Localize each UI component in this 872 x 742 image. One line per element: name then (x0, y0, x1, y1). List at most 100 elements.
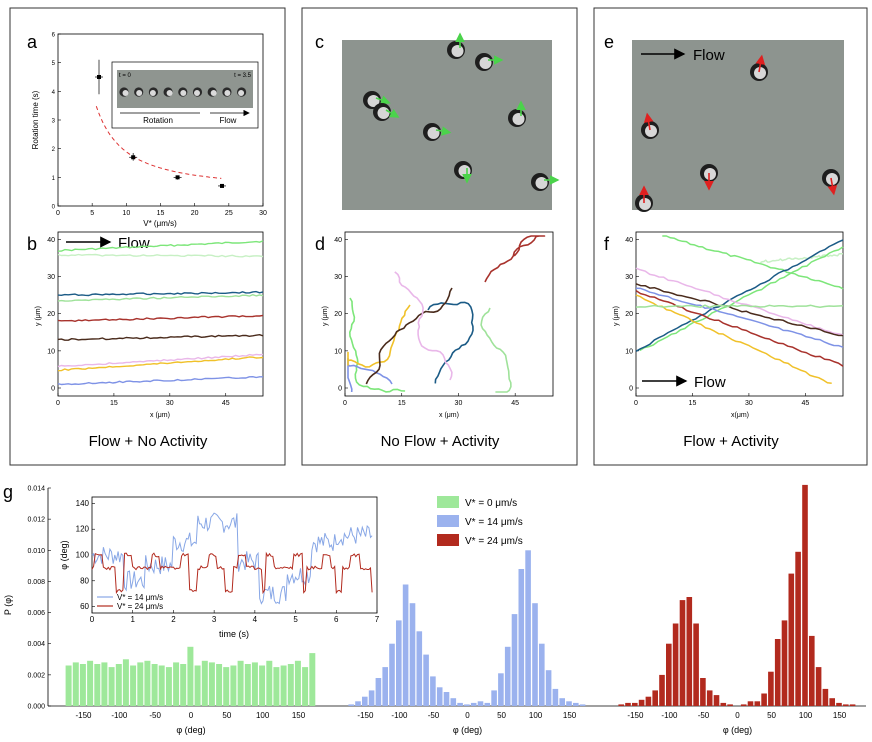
histogram-bar (484, 702, 491, 706)
panel-d-yticks: 0 10 20 30 40 (334, 237, 348, 393)
legend-label: V* = 0 μm/s (465, 498, 517, 509)
histogram-bar (423, 654, 429, 706)
panel-ef-frame (593, 7, 868, 466)
histogram-bar (237, 660, 244, 706)
histogram-bar (409, 603, 416, 706)
panel-f-ylabel: y (μm) (613, 306, 620, 326)
x-tick-label: 0 (189, 711, 194, 720)
direction-arrow (643, 112, 654, 131)
histogram-bar (573, 702, 579, 706)
trajectory (347, 304, 411, 368)
histogram-bar (130, 665, 137, 706)
cell-highlight (479, 57, 492, 69)
legend-swatch (437, 496, 459, 508)
trajectory (639, 246, 844, 352)
x-tick-label: -150 (75, 711, 92, 720)
histogram-bar (781, 620, 788, 706)
histogram-bar (287, 664, 294, 706)
histogram-bar (477, 701, 484, 706)
histogram-bar (416, 631, 423, 706)
x-tick-label: -100 (111, 711, 128, 720)
x-tick-label: 50 (497, 711, 506, 720)
x-tick-label: 30 (166, 400, 174, 407)
panel-b-xticks: 0 15 30 45 (56, 393, 230, 407)
panel-g-inset-yticks: 60 80 100 120 140 (76, 499, 95, 611)
trajectory (635, 289, 844, 367)
histogram-bar (201, 660, 208, 706)
x-tick-label: 0 (634, 400, 638, 407)
histogram-bar (843, 704, 849, 706)
trajectory (57, 376, 263, 386)
x-tick-label: -50 (428, 711, 440, 720)
trajectory (484, 235, 546, 283)
cell-highlight (645, 125, 657, 137)
histogram-bar (836, 702, 842, 706)
histogram-bars (65, 484, 856, 706)
x-tick-label: 3 (212, 615, 217, 624)
y-tick-label: 0.002 (27, 672, 45, 679)
data-point (131, 155, 136, 160)
x-tick-label: 15 (398, 400, 406, 407)
cell-highlight (704, 168, 716, 180)
histogram-bar (223, 667, 230, 706)
histogram-bar (632, 702, 638, 706)
panel-c-cells (363, 32, 560, 191)
y-tick-label: 1 (52, 176, 56, 182)
y-tick-label: 30 (47, 274, 55, 281)
x-tick-label: 2 (171, 615, 176, 624)
inset-cell-highlight (210, 90, 217, 96)
histogram-bar (450, 698, 457, 706)
inset-legend-label-24: V* = 24 μm/s (117, 602, 163, 611)
panel-d-trajectories (347, 235, 546, 393)
y-tick-label: 40 (47, 237, 55, 244)
inset-cell-highlight (224, 90, 231, 96)
trajectory (635, 239, 844, 352)
trajectory (57, 353, 264, 368)
histogram-bar (645, 696, 652, 706)
panel-f-trajectories (635, 235, 844, 384)
panel-d-xlabel: x (μm) (439, 412, 459, 419)
direction-arrow (375, 95, 391, 105)
cell-highlight (754, 67, 766, 79)
trajectory (480, 307, 512, 393)
x-tick-label: 4 (253, 615, 258, 624)
histogram-bar (672, 623, 679, 706)
trajectory (394, 271, 453, 381)
y-tick-label: 0 (629, 386, 633, 393)
x-tick-label: 0 (56, 210, 60, 217)
histogram-bar (849, 704, 856, 706)
histogram-bar (151, 664, 158, 706)
histogram-bar (815, 667, 822, 706)
x-tick-label: 150 (292, 711, 306, 720)
y-tick-label: 10 (334, 348, 342, 355)
x-tick-label: -100 (661, 711, 678, 720)
panel-f: f 0 15 30 45 0 10 20 30 40 x(μm) y (μm) Flow Fl… (604, 231, 844, 450)
cell-highlight (451, 45, 464, 57)
panel-f-xlabel: x(μm) (731, 412, 749, 419)
x-tick-label: 25 (225, 210, 233, 217)
x-tick-label: -50 (149, 711, 161, 720)
histogram-bar (700, 678, 706, 706)
trajectory (635, 304, 844, 309)
histogram-bar (443, 692, 450, 706)
panel-b: b 0 15 30 45 0 10 20 30 40 x (μm) y (μm) Flow F… (27, 231, 264, 450)
panel-f-xticks: 0 15 30 45 (634, 393, 809, 407)
histogram-bar (693, 623, 699, 706)
histogram-bar (795, 551, 801, 706)
x-tick-label: 45 (801, 400, 809, 407)
histogram-bar (436, 687, 443, 706)
histogram-bar (115, 664, 122, 706)
inset-series-24 (91, 551, 373, 595)
cell-highlight (535, 177, 548, 189)
cell-highlight (377, 107, 390, 119)
panel-g-inset-ylabel: φ (deg) (59, 540, 69, 569)
trajectory (635, 267, 844, 336)
panel-letter-g: g (3, 482, 13, 502)
x-tick-label: 30 (455, 400, 463, 407)
histogram-bar (158, 665, 165, 706)
y-tick-label: 0 (52, 205, 56, 211)
histogram-bar (259, 665, 266, 706)
panel-e: e Flow (604, 32, 844, 212)
panel-g-yticks: 0.000 0.002 0.004 0.006 0.008 0.010 0.012 0.014 (27, 486, 51, 711)
legend-label: V* = 24 μm/s (465, 536, 523, 547)
